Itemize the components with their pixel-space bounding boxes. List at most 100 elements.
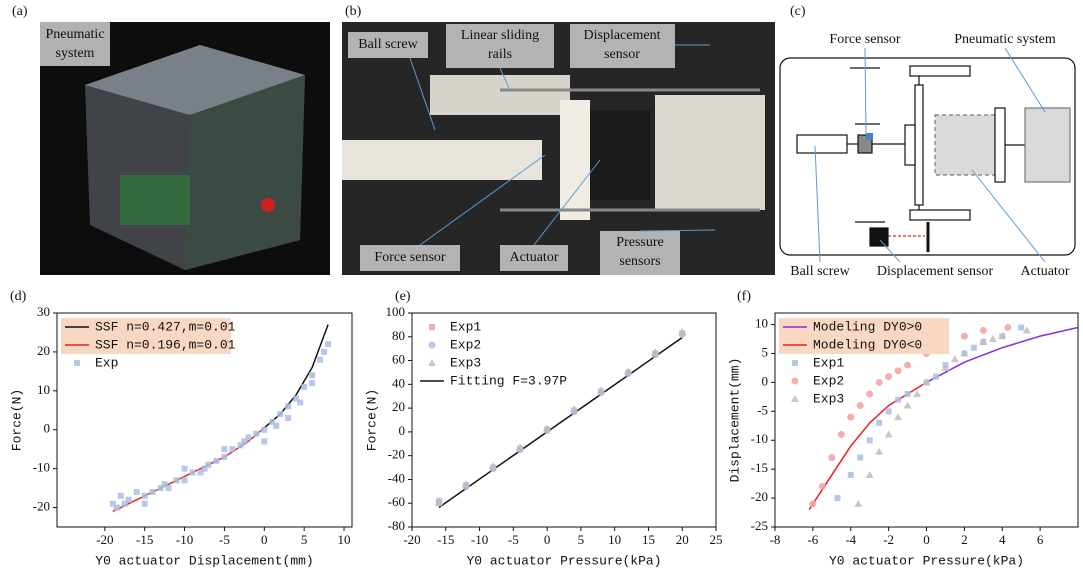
point: [970, 344, 977, 351]
y-axis-label: Displacement(mm): [727, 358, 742, 483]
point: [903, 401, 912, 409]
legend-marker: [791, 395, 799, 402]
plot-area: [435, 328, 687, 508]
y-tick-label: -20: [33, 499, 50, 514]
point: [241, 438, 248, 445]
point: [181, 465, 188, 472]
photo-label: Actuator: [510, 250, 559, 265]
point: [854, 499, 863, 507]
y-tick-label: 40: [392, 375, 405, 390]
x-tick-label: -15: [136, 532, 153, 547]
diagram-label: Force sensor: [829, 32, 900, 47]
point: [173, 477, 180, 484]
x-tick-label: 10: [338, 532, 351, 547]
point: [809, 500, 817, 508]
point: [834, 495, 841, 502]
point: [269, 418, 276, 425]
x-tick-label: 10: [608, 532, 621, 547]
x-tick-label: 6: [1037, 532, 1044, 547]
x-tick-label: 5: [301, 532, 308, 547]
point: [941, 363, 950, 371]
x-tick-label: 0: [261, 532, 268, 547]
point: [960, 349, 969, 357]
point: [856, 402, 864, 410]
x-axis-label: Y0 actuator Pressure(kPa): [829, 553, 1024, 568]
x-tick-label: 20: [676, 532, 689, 547]
y-tick-label: 20: [392, 399, 405, 414]
point: [1004, 323, 1012, 331]
legend-marker: [74, 360, 80, 366]
point: [181, 477, 188, 484]
legend-label: Fitting F=3.97P: [450, 373, 567, 388]
point: [229, 446, 236, 453]
y-tick-label: -10: [751, 431, 768, 446]
x-tick-label: 2: [961, 532, 968, 547]
y-tick-label: 0: [399, 423, 406, 438]
diagram-label: Actuator: [1021, 264, 1070, 279]
legend-bg: [61, 336, 231, 354]
point: [325, 341, 332, 348]
diagram-label: Ball screw: [790, 264, 850, 279]
legend-bg: [61, 318, 231, 336]
x-tick-label: 5: [578, 532, 585, 547]
y-tick-label: -15: [751, 460, 768, 475]
photo-label: rails: [488, 47, 512, 62]
point: [885, 373, 893, 381]
y-tick-label: 60: [392, 352, 405, 367]
point: [237, 442, 244, 449]
point: [201, 465, 208, 472]
diagram-label: Pneumatic system: [954, 32, 1056, 47]
y-tick-label: -10: [33, 460, 50, 475]
point: [895, 396, 902, 403]
y-tick-label: -60: [388, 494, 405, 509]
point: [866, 390, 874, 398]
point: [157, 485, 164, 492]
legend-bg: [779, 336, 949, 354]
point: [125, 496, 132, 503]
photo-label: sensor: [604, 47, 640, 62]
point: [317, 356, 324, 363]
point: [847, 413, 855, 421]
x-tick-label: -15: [437, 532, 454, 547]
x-axis-label: Y0 actuator Pressure(kPa): [466, 553, 661, 568]
plot-area: [808, 323, 1078, 511]
point: [818, 483, 826, 491]
point: [828, 454, 836, 462]
y-tick-label: 10: [37, 382, 50, 397]
plot-area: [109, 324, 332, 513]
point: [189, 469, 196, 476]
point: [197, 469, 204, 476]
legend-label: Exp: [95, 355, 118, 370]
y-tick-label: 0: [762, 373, 769, 388]
point: [950, 355, 959, 363]
photo-label: Pressure: [616, 235, 663, 250]
legend-marker: [428, 341, 436, 349]
x-tick-label: -10: [176, 532, 193, 547]
point: [245, 434, 252, 441]
point: [875, 447, 884, 455]
y-tick-label: -25: [751, 518, 768, 533]
point: [161, 481, 168, 488]
y-tick-label: 20: [37, 343, 50, 358]
legend-marker: [429, 324, 435, 330]
point: [205, 461, 212, 468]
photo-label: Pneumatic: [45, 27, 104, 42]
line: [926, 326, 1078, 384]
point: [894, 413, 903, 421]
panel-label: (f): [737, 289, 751, 304]
point: [261, 438, 268, 445]
point: [165, 485, 172, 492]
photo-label: Force sensor: [374, 250, 445, 265]
y-axis-label: Force(N): [364, 389, 379, 451]
point: [932, 373, 939, 380]
panel-label: (b): [345, 4, 362, 19]
point: [904, 390, 911, 397]
photo-b: Ball screw Linear sliding rails Displace…: [342, 22, 775, 275]
legend-label: Exp3: [813, 391, 844, 406]
legend-bg: [779, 318, 949, 336]
legend-label: Exp1: [450, 319, 481, 334]
photo-label: sensors: [619, 254, 660, 269]
y-tick-label: 5: [762, 344, 769, 359]
